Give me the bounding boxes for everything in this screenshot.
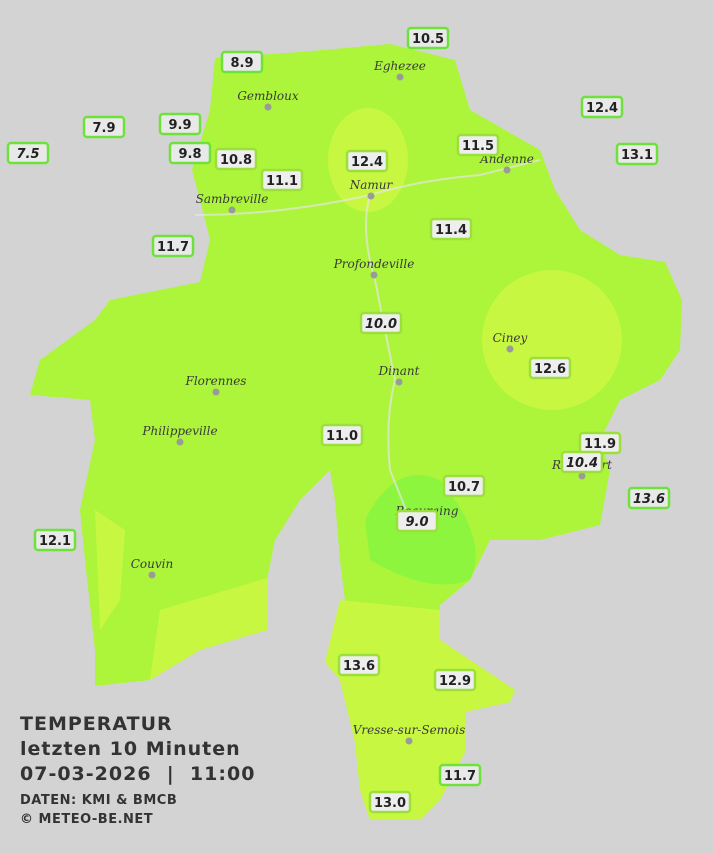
- town-dot: [148, 571, 156, 579]
- town-dot: [396, 73, 404, 81]
- station-value: 11.1: [266, 174, 298, 189]
- town-name: Dinant: [378, 364, 420, 378]
- station-box: [337, 653, 381, 677]
- station-value: 10.4: [566, 456, 598, 471]
- station-box: [442, 474, 486, 498]
- warm-zone: [482, 270, 622, 410]
- station-value: 12.4: [586, 101, 618, 116]
- station-value: 9.9: [168, 118, 191, 133]
- town-name: Gembloux: [237, 89, 299, 103]
- station-value: 9.0: [405, 515, 428, 530]
- station-value: 13.0: [374, 796, 406, 811]
- station-value: 10.7: [448, 480, 480, 495]
- station-value: 12.1: [39, 534, 71, 549]
- station-value: 10.0: [365, 317, 397, 332]
- station-box: [406, 26, 450, 50]
- station-value: 7.5: [16, 147, 39, 162]
- warm-zone: [95, 510, 125, 630]
- station-box: [580, 95, 624, 119]
- warm-zone: [150, 578, 267, 680]
- station-value: 12.9: [439, 674, 471, 689]
- station-value: 7.9: [92, 121, 115, 136]
- station-value: 11.0: [326, 429, 358, 444]
- station-box: [33, 528, 77, 552]
- station-box: [260, 168, 304, 192]
- town-name: Florennes: [185, 374, 247, 388]
- town-dot: [503, 166, 511, 174]
- station-box: [359, 311, 403, 335]
- station-value: 11.5: [462, 139, 494, 154]
- station-value: 9.8: [178, 147, 201, 162]
- station-box: [220, 50, 264, 74]
- station-value: 13.1: [621, 148, 653, 163]
- town-name: Eghezee: [373, 59, 426, 73]
- subtitle: letzten 10 Minuten: [20, 738, 241, 760]
- station-box: [151, 234, 195, 258]
- station-box: [320, 423, 364, 447]
- source: DATEN: KMI & BMCB: [20, 793, 177, 808]
- station-box: [627, 486, 671, 510]
- station-box: [429, 217, 473, 241]
- stations: 10.5 8.9 7.9 9.9 7.5 9.8 10.8 11.1 12.4 11.5 12.4 1…: [6, 26, 671, 814]
- copyright: © METEO-BE.NET: [20, 812, 153, 827]
- station-box: [168, 141, 212, 165]
- town-dot: [264, 103, 272, 111]
- town-dot: [367, 192, 375, 200]
- station-value: 10.8: [220, 153, 252, 168]
- town-dot: [212, 388, 220, 396]
- town-name: Couvin: [131, 557, 173, 571]
- station-box: [528, 356, 572, 380]
- station-box: [158, 112, 202, 136]
- town-name: Sambreville: [196, 192, 269, 206]
- station-box: [615, 142, 659, 166]
- station-box: [214, 147, 258, 171]
- town-name: Ciney: [493, 331, 528, 345]
- town-name: Namur: [349, 178, 394, 192]
- station-value: 10.5: [412, 32, 444, 47]
- town-dot: [176, 438, 184, 446]
- title: TEMPERATUR: [20, 713, 173, 735]
- town-dot: [370, 271, 378, 279]
- station-value: 11.4: [435, 223, 467, 238]
- station-value: 13.6: [343, 659, 375, 674]
- town-dot: [405, 737, 413, 745]
- town-dot: [228, 206, 236, 214]
- station-value: 11.9: [584, 437, 616, 452]
- station-box: [433, 668, 477, 692]
- station-box: [345, 149, 389, 173]
- town-name: Vresse-sur-Semois: [353, 723, 466, 737]
- station-value: 8.9: [230, 56, 253, 71]
- town-dot: [578, 472, 586, 480]
- town-dot: [395, 378, 403, 386]
- station-value: 11.7: [157, 240, 189, 255]
- station-box: [456, 133, 500, 157]
- station-box: [560, 450, 604, 474]
- town-name: Profondeville: [333, 257, 415, 271]
- station-value: 11.7: [444, 769, 476, 784]
- station-box: [82, 115, 126, 139]
- town-name: Philippeville: [141, 424, 217, 438]
- town-dot: [506, 345, 514, 353]
- station-value: 12.6: [534, 362, 566, 377]
- station-box: [438, 763, 482, 787]
- station-box: [368, 790, 412, 814]
- station-value: 12.4: [351, 155, 383, 170]
- station-box: [6, 141, 50, 165]
- station-box: [395, 509, 439, 533]
- timestamp: 07-03-2026 | 11:00: [20, 763, 255, 785]
- station-value: 13.6: [633, 492, 665, 507]
